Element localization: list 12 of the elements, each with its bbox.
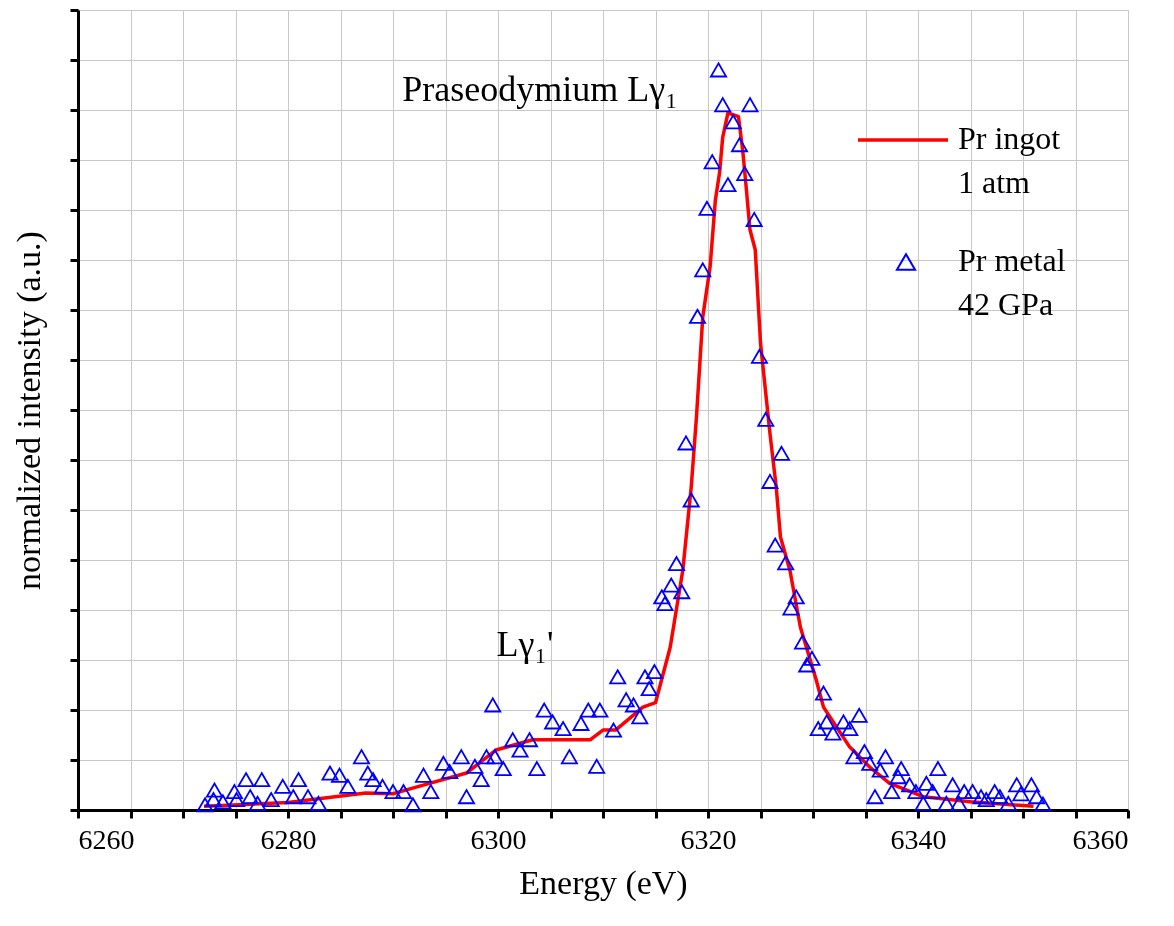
- annotation: Lγ₁': [496, 624, 554, 664]
- annotation: Praseodymium Lγ₁: [402, 69, 678, 109]
- legend-label: Pr ingot 1 atm: [958, 120, 1061, 200]
- y-axis-title: normalized intensity (a.u.): [10, 231, 48, 590]
- legend-label: Pr metal 42 GPa: [958, 242, 1066, 322]
- x-axis-title: Energy (eV): [519, 863, 688, 902]
- x-tick-label: 6360: [1072, 823, 1129, 855]
- x-tick-label: 6260: [78, 823, 135, 855]
- x-tick-label: 6340: [890, 823, 947, 855]
- x-tick-label: 6300: [470, 823, 527, 855]
- x-tick-label: 6320: [680, 823, 737, 855]
- x-tick-label: 6280: [260, 823, 317, 855]
